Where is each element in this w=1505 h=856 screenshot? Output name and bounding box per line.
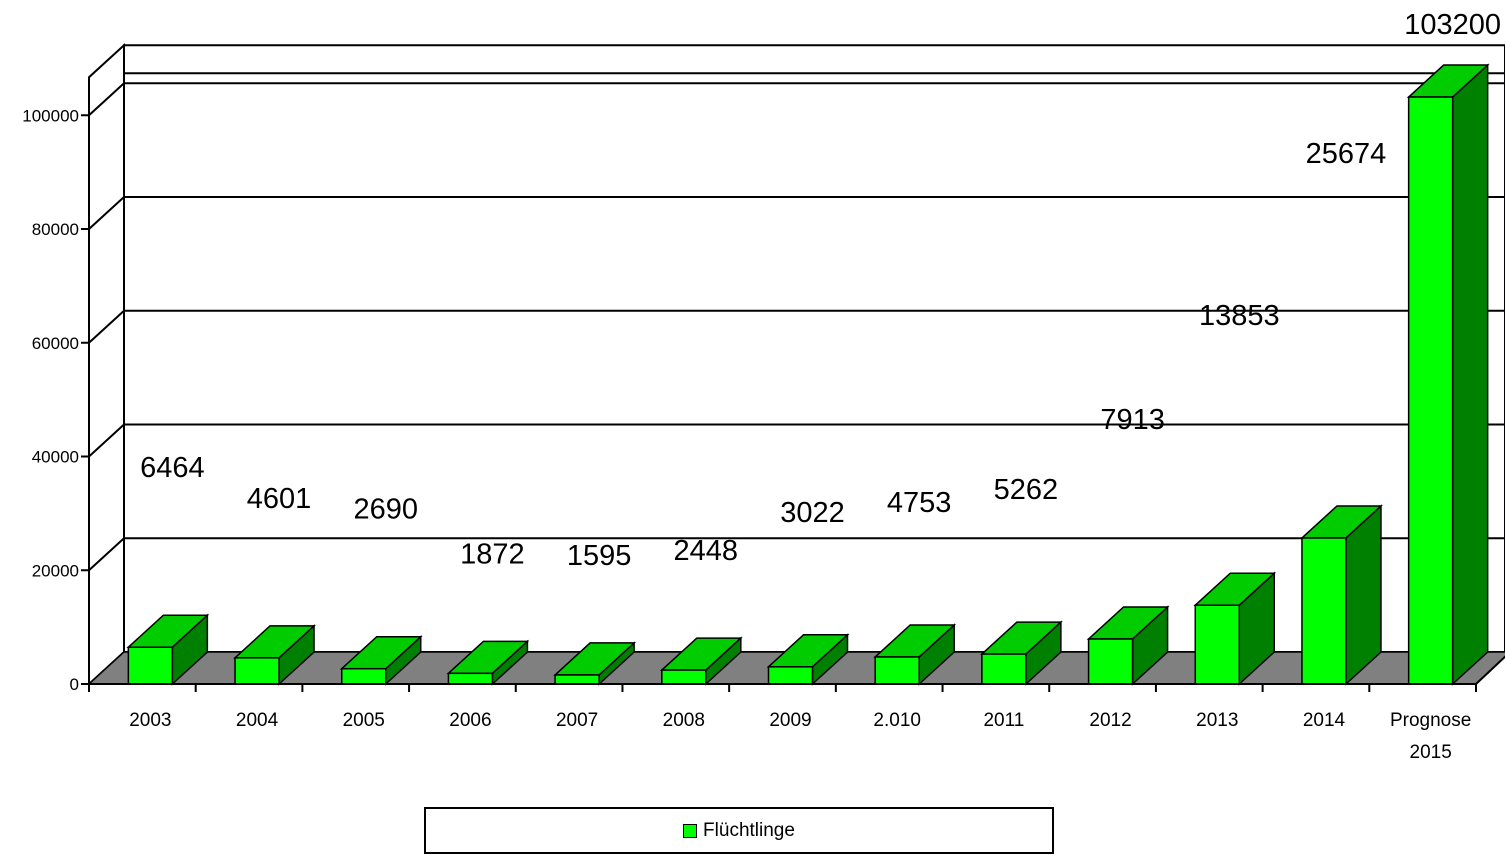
gridlines [88,72,1505,571]
bar [766,633,850,686]
bar [446,639,530,686]
bar [1193,571,1277,686]
data-label: 13853 [1199,300,1280,332]
gridline [88,309,1505,344]
data-label: 2448 [674,535,739,567]
x-tick-label: 2008 [663,710,705,731]
bar [873,623,957,686]
bar-front [1407,96,1454,685]
bars [126,63,1490,686]
x-tick-label: 2.010 [873,710,921,731]
bar-front [127,646,174,685]
x-tick-label: 2004 [236,710,279,731]
bar-side [1451,63,1489,686]
bar [1406,63,1490,686]
bar-front [981,653,1027,685]
bar-front [1087,638,1134,685]
bar [233,624,316,686]
x-tick-label: 2003 [129,710,171,731]
x-tick-label: 2007 [556,710,598,731]
gridline [88,423,1505,458]
labels: 0 20000 40000 60000 80000 100000 2003 2004 2005 2… [22,9,1501,763]
x-tick-label: Prognose 2015 [1390,710,1471,763]
bar-front [340,667,387,685]
x-tick-label: 2012 [1089,710,1131,731]
x-tick-label: 2013 [1196,710,1238,731]
y-tick-label: 80000 [32,220,79,239]
y-tick-label: 0 [70,675,79,694]
axes [81,77,1505,692]
data-label: 1872 [460,538,525,570]
data-label: 2690 [353,494,418,526]
bar-front [874,656,920,685]
bar-front [554,674,600,685]
bar-front [767,666,814,685]
data-label: 7913 [1100,404,1165,436]
y-tick-label: 100000 [22,106,79,125]
bar-front [234,657,280,685]
bar-front [447,672,494,685]
bar [1086,605,1170,686]
data-label: 5262 [994,474,1059,506]
legend-label: Flüchtlinge [703,819,795,841]
side-wall [88,42,125,687]
x-tick-label: 2014 [1303,710,1346,731]
chart-walls [88,42,1505,687]
bar-front [1194,604,1241,685]
data-label: 25674 [1306,138,1387,170]
data-label: 3022 [780,497,845,529]
bar [659,636,743,686]
data-label: 4753 [887,487,952,519]
x-tick-label: 2009 [769,710,811,731]
y-tick-label: 40000 [32,448,79,467]
y-tick-label: 60000 [32,334,79,353]
bar-front [661,669,707,685]
data-label: 4601 [247,483,312,515]
legend-swatch [683,823,698,838]
bar [1300,504,1383,686]
y-tick-label: 20000 [32,561,79,580]
data-label: 103200 [1404,9,1501,41]
bar [339,634,423,686]
x-tick-label: 2006 [449,710,491,731]
x-tick-label: 2011 [983,710,1024,731]
gridline [88,537,1505,571]
data-label: 6464 [140,452,205,484]
back-wall [123,44,1505,653]
bar [126,613,210,686]
floor-edge [1475,655,1505,685]
gridline [88,82,1505,116]
legend: Flüchtlinge [424,807,1054,854]
bar-front [1301,537,1347,685]
bar [553,641,637,686]
gridline [88,196,1505,230]
bar [979,620,1063,686]
x-tick-label: 2005 [343,710,385,731]
data-label: 1595 [567,540,632,572]
